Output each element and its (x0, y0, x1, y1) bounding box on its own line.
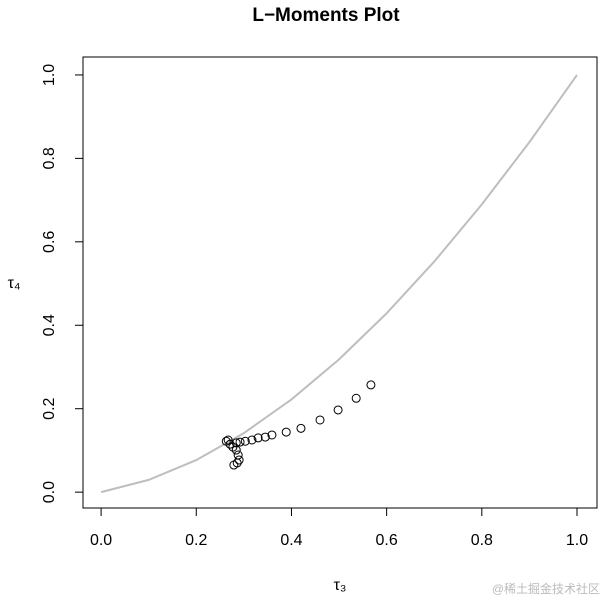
x-tick-label: 1.0 (566, 532, 588, 549)
x-tick-label: 0.2 (185, 532, 207, 549)
data-point (247, 435, 257, 445)
data-point (228, 442, 238, 452)
x-tick-label: 0.6 (376, 532, 398, 549)
x-tick-label: 0.8 (471, 532, 493, 549)
data-point (229, 460, 239, 470)
data-point (296, 423, 306, 433)
y-axis-label: τ₄ (8, 275, 21, 292)
watermark: @稀土掘金技术社区 (492, 581, 600, 596)
data-point (253, 433, 263, 443)
data-point (234, 455, 244, 465)
data-point (235, 437, 245, 447)
data-point (281, 427, 291, 437)
data-point (333, 405, 343, 415)
data-point (366, 380, 376, 390)
x-tick-label: 0.0 (90, 532, 112, 549)
x-axis-label: τ₃ (334, 577, 347, 594)
y-tick-label: 0.8 (41, 147, 58, 169)
data-point (240, 436, 250, 446)
data-point (267, 430, 277, 440)
data-point (231, 445, 241, 455)
chart-title: L−Moments Plot (252, 5, 400, 26)
data-point (225, 439, 235, 449)
data-point (223, 435, 233, 445)
data-point (351, 393, 361, 403)
data-point (260, 432, 270, 442)
y-tick-label: 0.0 (41, 481, 58, 503)
plot-box (82, 56, 598, 509)
y-tick-label: 0.2 (41, 397, 58, 419)
y-tick-label: 0.4 (41, 314, 58, 336)
x-tick-label: 0.4 (280, 532, 302, 549)
reference-curve (100, 74, 578, 494)
data-point (315, 415, 325, 425)
y-tick-label: 0.6 (41, 231, 58, 253)
y-tick-label: 1.0 (41, 64, 58, 86)
